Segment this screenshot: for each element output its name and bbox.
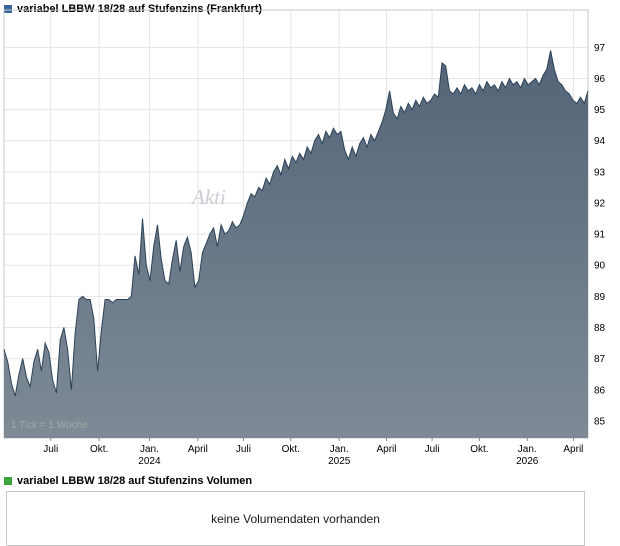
price-legend: variabel LBBW 18/28 auf Stufenzins (Fran… [4, 3, 262, 15]
y-axis-label: 90 [594, 261, 606, 272]
x-axis-label: Okt. [90, 444, 108, 455]
tick-resolution-note: 1 Tick = 1 Woche [11, 420, 88, 431]
volume-legend: variabel LBBW 18/28 auf Stufenzins Volum… [4, 475, 252, 487]
y-axis-label: 97 [594, 43, 606, 54]
y-axis-label: 88 [594, 323, 606, 334]
x-axis-label: April [377, 444, 397, 455]
x-axis-year-label: 2025 [328, 456, 351, 467]
y-axis-label: 91 [594, 230, 606, 241]
x-axis-label: Juli [425, 444, 440, 455]
x-axis-label: Okt. [282, 444, 300, 455]
x-axis-label: Jan. [330, 444, 349, 455]
x-axis-label: Okt. [470, 444, 488, 455]
x-axis-year-label: 2024 [138, 456, 161, 467]
y-axis-label: 86 [594, 385, 606, 396]
x-axis-label: Juli [236, 444, 251, 455]
y-axis-label: 92 [594, 198, 606, 209]
y-axis-label: 85 [594, 416, 606, 427]
y-axis-label: 89 [594, 292, 606, 303]
volume-series-color-swatch [4, 477, 12, 485]
volume-panel: keine Volumendaten vorhanden [6, 491, 585, 546]
y-axis-label: 96 [594, 74, 606, 85]
watermark-text: Akti [190, 185, 226, 209]
y-axis-label: 87 [594, 354, 606, 365]
price-line-series [3, 50, 589, 397]
x-axis-label: April [563, 444, 583, 455]
x-axis-label: Juli [43, 444, 58, 455]
y-axis-label: 93 [594, 167, 606, 178]
y-axis-label: 95 [594, 105, 606, 116]
y-axis-label: 94 [594, 136, 606, 147]
x-axis-label: Jan. [140, 444, 159, 455]
x-axis-label: April [188, 444, 208, 455]
price-series-color-swatch [4, 5, 12, 13]
volume-legend-label: variabel LBBW 18/28 auf Stufenzins Volum… [17, 475, 253, 487]
price-area-series [4, 50, 588, 438]
x-axis-label: Jan. [518, 444, 537, 455]
price-chart[interactable]: 85 86 87 88 89 90 91 92 93 94 95 96 97 Akti Juli Okt. Ja… [0, 8, 620, 468]
x-axis-year-label: 2026 [516, 456, 539, 467]
volume-empty-message: keine Volumendaten vorhanden [211, 511, 380, 526]
chart-title: variabel LBBW 18/28 auf Stufenzins (Fran… [17, 3, 263, 15]
